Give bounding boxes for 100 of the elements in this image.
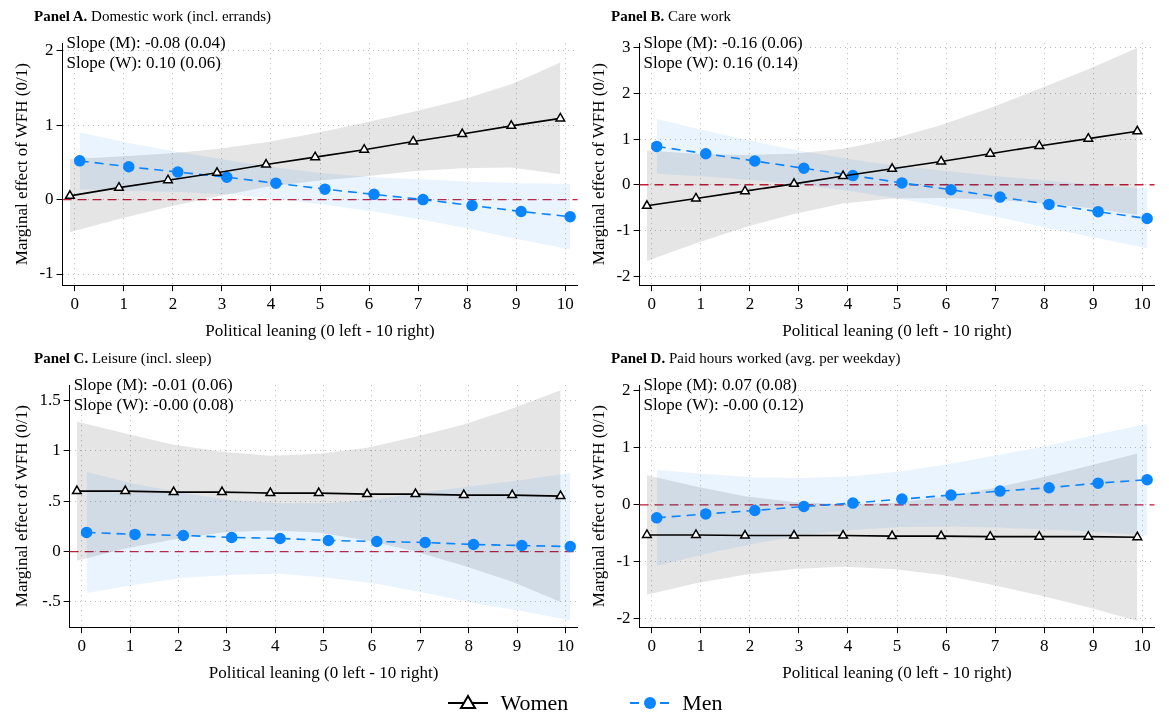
x-tick-label: 2: [745, 293, 755, 313]
x-tick-label: 7: [413, 293, 423, 313]
y-axis-title: Marginal effect of WFH (0/1): [588, 405, 608, 608]
x-tick-label: 1: [125, 635, 135, 655]
point: [1043, 198, 1055, 211]
chart-title: Panel B. Care work: [610, 8, 732, 26]
point: [1141, 473, 1153, 486]
point: [945, 489, 957, 501]
point: [322, 534, 335, 547]
x-tick-label: 6: [941, 635, 951, 655]
x-tick-label: 10: [556, 635, 574, 655]
x-tick-label: 5: [892, 293, 902, 313]
x-tick-label: 3: [222, 635, 232, 655]
y-tick-label: -2: [616, 265, 631, 285]
point: [749, 155, 761, 167]
point: [359, 143, 370, 153]
point: [211, 167, 223, 177]
point: [690, 192, 702, 202]
point: [564, 540, 576, 553]
point: [1034, 140, 1045, 150]
x-tick-label: 5: [319, 635, 328, 655]
annotation: Slope (W): -0.00 (0.08): [73, 395, 234, 415]
x-tick-label: 2: [745, 635, 755, 655]
point: [458, 489, 469, 499]
x-tick-label: 0: [70, 293, 80, 313]
y-tick-label: -2: [616, 608, 631, 628]
point: [1083, 530, 1094, 540]
x-tick-label: 4: [266, 293, 276, 313]
x-tick-label: 6: [941, 293, 951, 313]
y-axis-title: Marginal effect of WFH (0/1): [11, 405, 31, 608]
x-tick-label: 5: [892, 635, 902, 655]
point: [71, 485, 82, 495]
point: [177, 529, 190, 542]
point: [945, 184, 957, 196]
x-axis-title: Political leaning (0 left - 10 right): [205, 321, 435, 341]
point: [265, 487, 276, 497]
x-tick-label: 0: [647, 293, 657, 313]
point: [162, 174, 174, 184]
point: [120, 485, 131, 495]
point: [700, 147, 712, 160]
point: [1034, 530, 1045, 540]
x-tick-label: 4: [843, 293, 853, 313]
point: [838, 170, 849, 180]
y-tick-label: 1: [622, 437, 631, 457]
annotation: Slope (M): -0.01 (0.06): [73, 375, 233, 395]
point: [887, 163, 898, 173]
y-tick-label: 1.5: [39, 389, 61, 409]
x-tick-label: 7: [990, 293, 1000, 313]
point: [1132, 125, 1143, 135]
point: [798, 162, 810, 175]
x-tick-label: 0: [647, 635, 657, 655]
x-tick-label: 9: [512, 635, 522, 655]
y-tick-label: 0: [45, 189, 54, 209]
y-tick-label: 3: [622, 37, 631, 57]
point: [408, 135, 419, 145]
point: [994, 485, 1006, 497]
point: [172, 166, 184, 178]
point: [1141, 212, 1153, 225]
y-tick-label: -1: [616, 219, 631, 239]
y-tick-label: -1: [39, 263, 54, 283]
y-tick-label: 1: [45, 114, 54, 134]
point: [467, 538, 480, 551]
point: [64, 190, 75, 200]
point: [1043, 481, 1055, 494]
x-axis-title: Political leaning (0 left - 10 right): [208, 663, 439, 683]
point: [847, 497, 859, 509]
x-tick-label: 8: [1039, 635, 1049, 655]
y-tick-label: 0: [622, 494, 631, 514]
x-tick-label: 10: [1133, 293, 1151, 313]
x-tick-label: 10: [1133, 635, 1151, 655]
point: [129, 528, 141, 541]
chart-title: Panel C. Leisure (incl. sleep): [33, 350, 213, 368]
point: [225, 531, 238, 544]
point: [362, 488, 373, 498]
point: [410, 488, 421, 498]
point: [936, 155, 947, 165]
x-tick-label: 9: [511, 293, 521, 313]
x-tick-label: 6: [364, 293, 374, 313]
point: [507, 489, 518, 499]
point: [1132, 531, 1143, 541]
point: [310, 151, 321, 161]
x-tick-label: 10: [556, 293, 574, 313]
annotation: Slope (W): -0.00 (0.12): [643, 395, 804, 415]
point: [417, 193, 429, 206]
point: [788, 178, 800, 188]
point: [641, 529, 652, 539]
point: [641, 200, 652, 209]
point: [739, 185, 751, 195]
point: [313, 487, 324, 497]
point: [650, 140, 663, 153]
x-tick-label: 8: [462, 293, 472, 313]
annotation: Slope (M): -0.16 (0.06): [643, 33, 803, 53]
point: [798, 500, 810, 513]
point: [985, 530, 996, 540]
point: [650, 512, 663, 524]
y-tick-label: 2: [622, 82, 631, 102]
point: [1092, 205, 1104, 218]
point: [270, 177, 282, 189]
x-tick-label: 2: [168, 293, 178, 313]
x-tick-label: 7: [416, 635, 426, 655]
